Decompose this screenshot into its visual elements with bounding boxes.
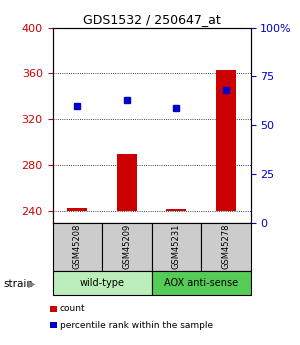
Text: count: count bbox=[60, 304, 85, 313]
Text: GSM45209: GSM45209 bbox=[122, 224, 131, 269]
Text: GSM45208: GSM45208 bbox=[73, 224, 82, 269]
Bar bbox=[117, 154, 137, 211]
Bar bbox=[201, 223, 250, 271]
Bar bbox=[52, 271, 152, 295]
Text: AOX anti-sense: AOX anti-sense bbox=[164, 278, 238, 288]
Text: GSM45278: GSM45278 bbox=[221, 224, 230, 269]
Bar bbox=[102, 223, 152, 271]
Bar bbox=[52, 223, 102, 271]
Text: ▶: ▶ bbox=[28, 279, 35, 288]
Bar bbox=[167, 209, 186, 211]
Title: GDS1532 / 250647_at: GDS1532 / 250647_at bbox=[82, 13, 220, 27]
Bar bbox=[152, 223, 201, 271]
Bar bbox=[68, 208, 87, 211]
Text: strain: strain bbox=[3, 279, 33, 288]
Text: GSM45231: GSM45231 bbox=[172, 224, 181, 269]
Text: wild-type: wild-type bbox=[80, 278, 124, 288]
Text: percentile rank within the sample: percentile rank within the sample bbox=[60, 321, 213, 330]
Bar bbox=[216, 70, 236, 211]
Bar bbox=[152, 271, 250, 295]
